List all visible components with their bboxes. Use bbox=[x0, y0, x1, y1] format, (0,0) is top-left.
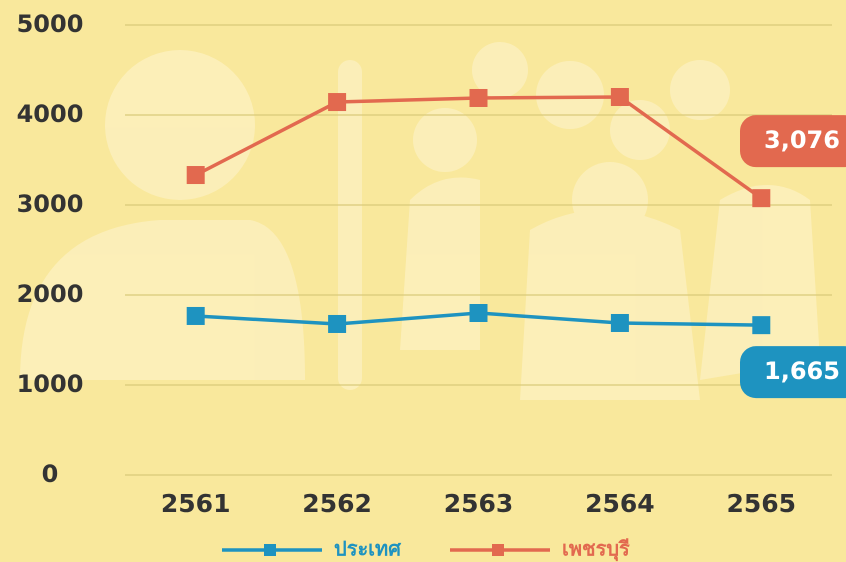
point-marker bbox=[187, 307, 205, 325]
point-marker bbox=[470, 304, 488, 322]
y-tick-label: 1000 bbox=[17, 370, 84, 398]
legend-marker bbox=[264, 544, 276, 556]
point-marker bbox=[752, 316, 770, 334]
y-tick-label: 4000 bbox=[17, 100, 84, 128]
value-label: 1,665 bbox=[764, 357, 840, 385]
value-label: 3,076 bbox=[764, 126, 840, 154]
legend-marker bbox=[492, 544, 504, 556]
x-tick-label: 2564 bbox=[585, 489, 655, 518]
point-marker bbox=[611, 88, 629, 106]
background-illustration bbox=[20, 42, 820, 400]
point-marker bbox=[752, 189, 770, 207]
x-tick-label: 2565 bbox=[727, 489, 797, 518]
point-marker bbox=[611, 314, 629, 332]
y-tick-label: 5000 bbox=[17, 10, 84, 38]
y-tick-label: 0 bbox=[42, 460, 59, 488]
x-tick-label: 2562 bbox=[302, 489, 372, 518]
legend-label: ประเทศ bbox=[334, 537, 402, 561]
y-tick-label: 2000 bbox=[17, 280, 84, 308]
y-tick-label: 3000 bbox=[17, 190, 84, 218]
point-marker bbox=[187, 166, 205, 184]
x-tick-label: 2563 bbox=[444, 489, 514, 518]
point-marker bbox=[470, 89, 488, 107]
x-tick-label: 2561 bbox=[161, 489, 231, 518]
point-marker bbox=[328, 315, 346, 333]
chart: 0 1000 2000 3000 4000 5000 2561 2562 2563 2564 256… bbox=[0, 0, 846, 562]
point-marker bbox=[328, 93, 346, 111]
legend-label: เพชรบุรี bbox=[562, 537, 630, 562]
